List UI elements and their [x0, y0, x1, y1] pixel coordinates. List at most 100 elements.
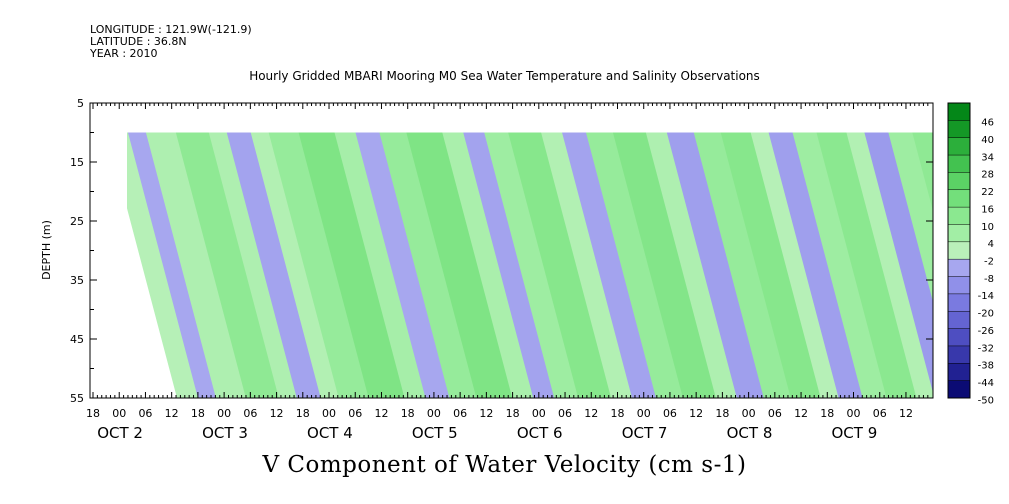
y-tick-label: 25	[70, 215, 84, 228]
heatmap-band	[541, 132, 634, 398]
colorbar-swatch	[948, 120, 970, 139]
colorbar-label: -32	[978, 343, 994, 354]
heatmap-band	[645, 132, 738, 398]
x-tick-label: 00	[427, 407, 441, 420]
heatmap-band	[379, 132, 478, 398]
heatmap-band	[355, 132, 451, 398]
heatmap-band	[107, 132, 199, 398]
colorbar-swatch	[948, 103, 970, 121]
x-axis-ticks: 18 00 06 12 18 00 06 12 18 00 06 12 18 00 06 12 18 00 06 12…	[86, 103, 929, 442]
y-tick-label: 45	[70, 333, 84, 346]
chart-title: Hourly Gridded MBARI Mooring M0 Sea Wate…	[249, 69, 760, 83]
heatmap-band	[562, 132, 657, 398]
y-tick-label: 5	[77, 97, 84, 110]
x-tick-label: 12	[374, 407, 388, 420]
no-data-region	[90, 103, 127, 398]
heatmap-band	[792, 132, 888, 398]
colorbar-label: 10	[981, 222, 994, 233]
heatmap-band	[127, 132, 217, 398]
heatmap-band	[334, 132, 427, 398]
heatmap-band	[693, 132, 792, 398]
x-tick-label: 12	[689, 407, 703, 420]
colorbar-label: 40	[981, 135, 994, 146]
year-text: YEAR : 2010	[90, 47, 158, 60]
heatmap-band	[816, 132, 918, 398]
x-day-label: OCT 9	[832, 424, 878, 442]
colorbar-swatch	[948, 172, 970, 191]
x-tick-label: 00	[742, 407, 756, 420]
x-day-label: OCT 3	[202, 424, 248, 442]
heatmap-band	[888, 132, 933, 302]
x-tick-label: 06	[348, 407, 362, 420]
x-tick-label: 18	[86, 407, 100, 420]
colorbar-label: -50	[978, 395, 994, 406]
heatmap-band	[250, 132, 340, 398]
x-tick-label: 06	[873, 407, 887, 420]
colorbar-label: -38	[978, 361, 994, 372]
colorbar-label: 28	[981, 170, 994, 181]
x-tick-label: 06	[453, 407, 467, 420]
x-tick-label: 12	[584, 407, 598, 420]
heatmap-band	[226, 132, 322, 398]
heatmap-band	[720, 132, 822, 398]
x-tick-label: 18	[610, 407, 624, 420]
colorbar-swatch	[948, 363, 970, 382]
x-day-label: OCT 4	[307, 424, 353, 442]
x-tick-label: 12	[165, 407, 179, 420]
heatmap-band	[768, 132, 864, 398]
x-tick-label: 18	[296, 407, 310, 420]
x-day-label: OCT 2	[97, 424, 143, 442]
latitude-text: LATITUDE : 36.8N	[90, 35, 187, 48]
colorbar-label: -26	[978, 326, 994, 337]
colorbar-label: -20	[978, 309, 994, 320]
colorbar-swatch	[948, 345, 970, 364]
x-tick-label: 06	[768, 407, 782, 420]
heatmap-band	[585, 132, 684, 398]
location-metadata: LONGITUDE : 121.9W(-121.9) LATITUDE : 36…	[90, 24, 252, 60]
heatmap-band	[463, 132, 556, 398]
x-tick-label: 00	[637, 407, 651, 420]
x-day-label: OCT 8	[727, 424, 773, 442]
x-tick-label: 12	[270, 407, 284, 420]
heatmap-band	[442, 132, 535, 398]
heatmap-cells	[90, 103, 933, 398]
x-tick-label: 00	[532, 407, 546, 420]
x-tick-label: 00	[322, 407, 336, 420]
y-axis-ticks: 5 15 25 35 45 55	[70, 97, 933, 405]
x-tick-label: 00	[217, 407, 231, 420]
heatmap-band	[666, 132, 765, 398]
colorbar-swatch	[948, 380, 970, 399]
colorbar-label: -44	[978, 378, 994, 389]
x-tick-label: 06	[138, 407, 152, 420]
x-day-label: OCT 5	[412, 424, 458, 442]
colorbar-swatch	[948, 276, 970, 295]
x-tick-label: 00	[847, 407, 861, 420]
x-tick-label: 06	[558, 407, 572, 420]
colorbar-swatch	[948, 328, 970, 347]
x-tick-label: 18	[506, 407, 520, 420]
longitude-text: LONGITUDE : 121.9W(-121.9)	[90, 23, 252, 36]
x-tick-label: 18	[191, 407, 205, 420]
colorbar-label: 22	[981, 187, 994, 198]
y-tick-label: 35	[70, 274, 84, 287]
heatmap-band	[846, 132, 933, 398]
heatmap-band	[864, 132, 933, 393]
heatmap-band	[175, 132, 280, 398]
x-tick-label: 00	[112, 407, 126, 420]
x-tick-label: 18	[715, 407, 729, 420]
heatmap-band	[750, 132, 840, 398]
colorbar-swatch	[948, 224, 970, 243]
colorbar-label: 4	[988, 239, 994, 250]
colorbar-label: -8	[984, 274, 994, 285]
heatmap-band	[612, 132, 717, 398]
x-day-label: OCT 7	[622, 424, 668, 442]
x-tick-label: 06	[243, 407, 257, 420]
colorbar-label: 34	[981, 152, 994, 163]
colorbar-swatch	[948, 137, 970, 156]
x-tick-label: 06	[663, 407, 677, 420]
heatmap-band	[145, 132, 247, 398]
colorbar-swatch	[948, 311, 970, 330]
heatmap-band	[298, 132, 406, 398]
heatmap-band	[406, 132, 514, 398]
